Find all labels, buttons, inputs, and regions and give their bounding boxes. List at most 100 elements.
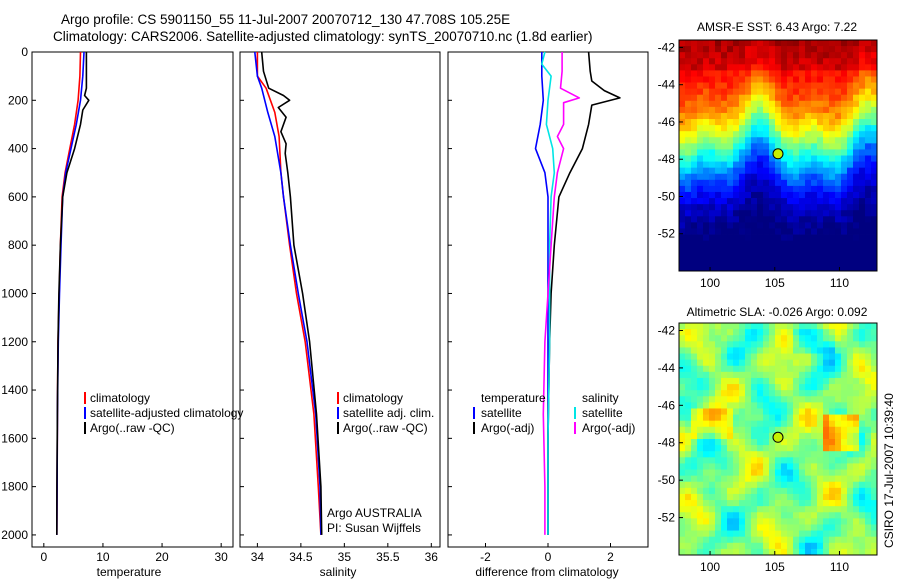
heatmap-cell [817,258,824,266]
heatmap-cell [691,204,698,211]
heatmap-cell [757,426,764,434]
heatmap-cell [817,222,824,229]
heatmap-cell [697,137,704,144]
heatmap-cell [691,512,698,519]
heatmap-cell [685,88,692,96]
heatmap-cell [817,228,824,235]
heatmap-cell [763,258,770,266]
heatmap-cell [691,426,698,434]
heatmap-cell [757,548,764,556]
heatmap-cell [691,506,698,513]
heatmap-cell [781,149,788,156]
heatmap-cell [769,216,776,223]
heatmap-cell [745,347,752,354]
heatmap-cell [715,365,722,373]
heatmap-cell [721,191,728,199]
heatmap-cell [769,463,776,470]
heatmap-cell [853,371,860,379]
heatmap-cell [871,390,878,397]
heatmap-cell [769,198,776,205]
heatmap-cell [745,377,752,385]
heatmap-cell [727,402,734,409]
heatmap-cell [823,506,830,513]
heatmap-cell [745,40,752,47]
heatmap-cell [793,240,800,248]
heatmap-cell [841,204,848,211]
heatmap-cell [751,377,758,385]
heatmap-cell [709,524,716,531]
heatmap-cell [739,487,746,495]
heatmap-cell [715,191,722,199]
heatmap-cell [847,439,854,446]
heatmap-cell [703,506,710,513]
heatmap-cell [853,94,860,102]
heatmap-cell [703,481,710,489]
heatmap-cell [757,323,764,330]
heatmap-cell [799,408,806,415]
heatmap-cell [847,451,854,458]
heatmap-cell [691,252,698,260]
heatmap-cell [811,40,818,47]
heatmap-cell [697,258,704,266]
heatmap-cell [793,420,800,428]
heatmap-cell [751,463,758,470]
heatmap-cell [817,524,824,531]
heatmap-cell [817,377,824,385]
heatmap-cell [709,264,716,272]
heatmap-cell [829,469,836,477]
series-line-salinity-satellite [540,51,556,535]
heatmap-cell [709,542,716,550]
heatmap-cell [835,191,842,199]
heatmap-cell [865,210,872,217]
heatmap-cell [745,469,752,477]
heatmap-cell [757,512,764,519]
heatmap-cell [763,347,770,354]
heatmap-cell [805,475,812,483]
heatmap-cell [727,524,734,531]
heatmap-cell [733,408,740,415]
heatmap-cell [757,536,764,544]
heatmap-cell [715,323,722,330]
heatmap-cell [733,377,740,385]
heatmap-cell [691,341,698,348]
heatmap-cell [697,469,704,477]
heatmap-cell [763,94,770,102]
heatmap-cell [799,191,806,199]
heatmap-cell [679,228,686,235]
heatmap-cell [751,234,758,242]
legend-label-argo: Argo(..raw -QC) [343,421,428,435]
heatmap-cell [691,94,698,102]
heatmap-cell [739,481,746,489]
heatmap-cell [853,131,860,138]
heatmap-cell [847,359,854,367]
heatmap-cell [679,487,686,495]
heatmap-cell [865,402,872,409]
heatmap-cell [727,341,734,348]
heatmap-cell [679,94,686,102]
heatmap-cell [715,548,722,556]
heatmap-cell [859,88,866,96]
heatmap-cell [709,167,716,175]
heatmap-cell [745,52,752,59]
heatmap-cell [817,542,824,550]
heatmap-cell [799,335,806,342]
heatmap-cell [871,451,878,458]
heatmap-cell [871,396,878,403]
heatmap-cell [709,119,716,126]
x-tick-label: 20 [155,550,169,564]
y-tick-label: -44 [658,361,676,375]
heatmap-cell [781,420,788,428]
heatmap-cell [697,167,704,175]
heatmap-cell [721,359,728,367]
heatmap-cell [691,487,698,495]
heatmap-cell [829,323,836,330]
heatmap-cell [733,347,740,354]
heatmap-cell [763,377,770,385]
heatmap-cell [853,70,860,77]
heatmap-cell [691,353,698,361]
panel-difference: -2 0 2 difference from climatology tempera… [447,51,649,579]
heatmap-cell [817,125,824,132]
heatmap-cell [721,542,728,550]
heatmap-cell [811,179,818,187]
heatmap-cell [859,341,866,348]
